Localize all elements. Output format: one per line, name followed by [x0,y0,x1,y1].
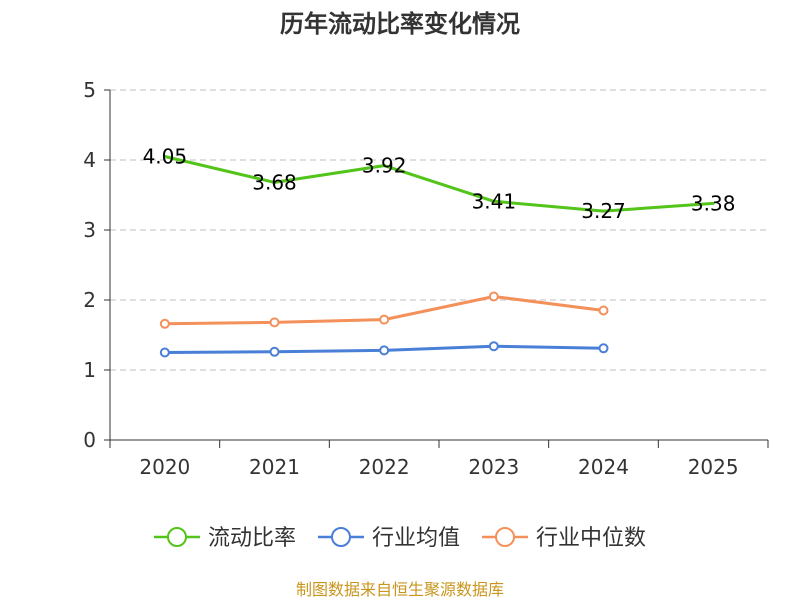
series-3-point [269,317,280,328]
series-layer [159,155,715,358]
legend-item-3[interactable]: 行业中位数 [482,526,646,551]
series-2-point [269,346,280,357]
legend-item-2[interactable]: 行业均值 [317,526,460,551]
data-label: 3.38 [691,191,736,215]
y-tick-label: 4 [83,148,96,172]
y-tick-label: 0 [83,428,96,452]
y-tick-label: 1 [83,358,96,382]
legend-marker-icon [495,527,516,547]
series-3-point [379,314,390,325]
legend-label: 行业均值 [372,526,460,551]
chart-title: 历年流动比率变化情况 [280,10,520,38]
data-label: 4.05 [143,145,188,169]
series-2-point [379,345,390,356]
series-2-point [159,347,170,358]
source-note: 制图数据来自恒生聚源数据库 [296,580,504,599]
y-tick-label: 5 [83,78,96,102]
legend-label: 行业中位数 [536,526,646,551]
x-tick-label: 2025 [688,455,739,479]
legend-marker-icon [330,527,351,547]
x-tick-label: 2021 [249,455,300,479]
data-label: 3.92 [362,154,407,178]
series-2-point [598,343,609,354]
data-label: 3.68 [252,170,297,194]
series-3-point [159,318,170,329]
data-label: 3.27 [581,199,626,223]
x-tick-label: 2020 [139,455,190,479]
axis-layer: 0 1 2 3 4 5 2020 2021 2022 2023 2024 2025 [83,78,769,479]
series-3-point [598,305,609,316]
x-tick-label: 2023 [468,455,519,479]
series-2-point [488,341,499,352]
series-line-1 [163,155,715,213]
legend-label: 流动比率 [208,526,296,551]
legend: 流动比率 行业均值 行业中位数 [153,526,646,551]
data-label: 3.41 [472,189,517,213]
y-tick-label: 3 [83,218,96,242]
series-3-point [488,291,499,302]
y-tick-label: 2 [83,288,96,312]
legend-item-1[interactable]: 流动比率 [153,526,296,551]
grid-layer [110,89,768,371]
x-tick-label: 2024 [578,455,629,479]
data-label-layer: 4.05 3.68 3.92 3.41 3.27 3.38 [143,145,736,224]
legend-marker-icon [166,527,187,547]
x-tick-label: 2022 [359,455,410,479]
